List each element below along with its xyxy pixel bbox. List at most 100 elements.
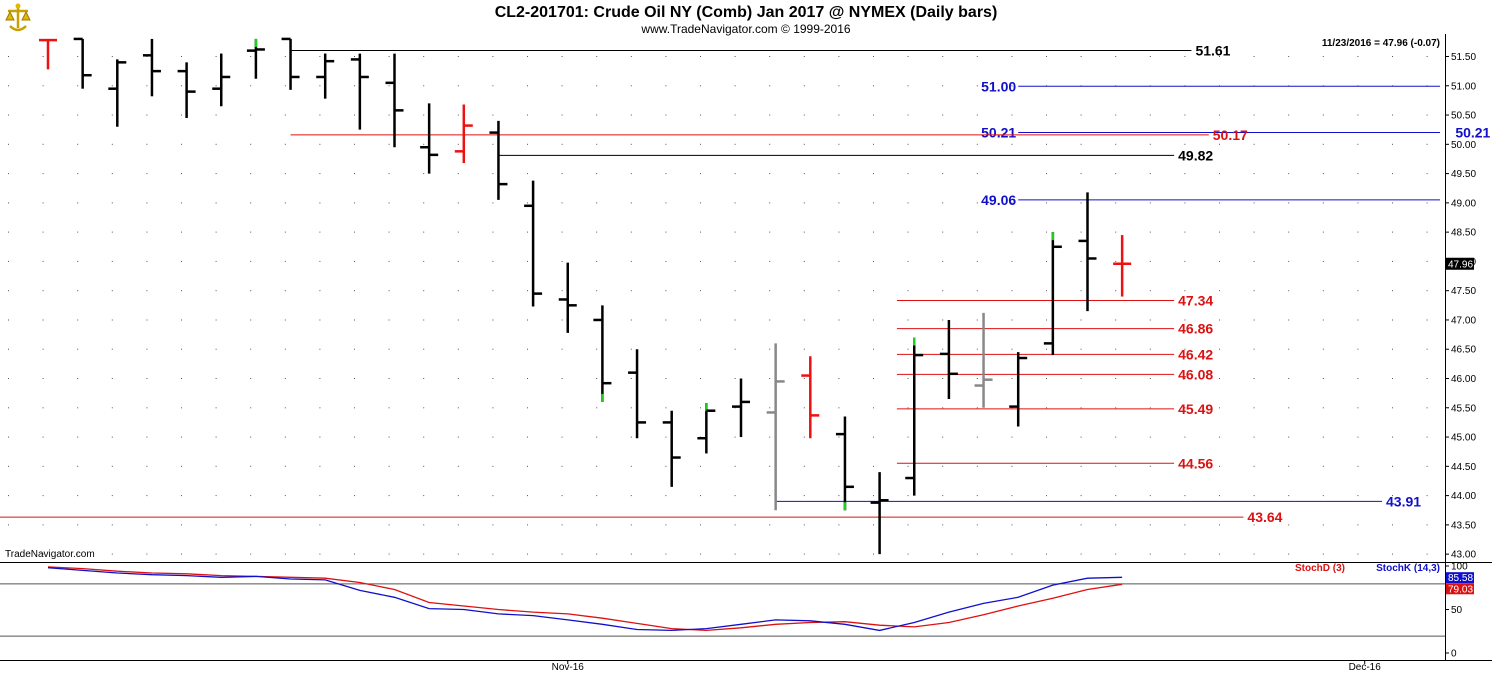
grid-dot (1253, 231, 1255, 233)
grid-dot (42, 143, 44, 145)
grid-dot (388, 290, 390, 292)
grid-dot (457, 319, 459, 321)
grid-dot (42, 348, 44, 350)
stoch-d-badge-bg (1446, 583, 1474, 595)
grid-dot (1253, 202, 1255, 204)
grid-dot (1184, 202, 1186, 204)
grid-dot (284, 173, 286, 175)
grid-dot (77, 436, 79, 438)
grid-dot (561, 465, 563, 467)
grid-dot (1046, 143, 1047, 145)
grid-dot (1357, 436, 1359, 438)
ohlc-bar (593, 305, 612, 402)
grid-dot (1011, 319, 1013, 321)
level-label: 46.42 (1178, 346, 1213, 362)
grid-dot (181, 143, 182, 145)
grid-dot (250, 143, 252, 145)
grid-dot (8, 319, 9, 321)
grid-dot (527, 495, 528, 497)
grid-dot (1288, 319, 1290, 321)
grid-dot (596, 348, 598, 350)
price-axis: 51.5051.0050.5050.0049.5049.0048.5048.00… (567, 52, 1476, 664)
grid-dot (250, 290, 252, 292)
grid-dot (1184, 231, 1186, 233)
grid-dot (838, 56, 840, 57)
ohlc-bar (524, 180, 543, 307)
grid-dot (1011, 348, 1013, 350)
grid-dot (596, 202, 598, 204)
grid-dot (215, 114, 217, 116)
grid-dot (1149, 378, 1151, 379)
grid-dot (527, 114, 528, 116)
ohlc-bar (350, 53, 369, 130)
grid-dot (803, 378, 805, 379)
grid-dot (1288, 524, 1290, 526)
grid-dot (734, 524, 736, 526)
grid-dot (319, 290, 321, 292)
ohlc-bar (974, 312, 993, 408)
grid-dot (873, 231, 874, 233)
grid-dot (561, 524, 563, 526)
grid-dot (215, 260, 217, 262)
grid-dot (561, 319, 563, 321)
grid-dot (976, 231, 978, 233)
grid-dot (1184, 465, 1186, 467)
grid-dot (215, 173, 217, 175)
grid-dot (1357, 202, 1359, 204)
grid-dot (665, 290, 667, 292)
grid-dot (942, 114, 944, 116)
grid-dot (457, 143, 459, 145)
grid-dot (388, 56, 390, 57)
grid-dot (734, 319, 736, 321)
grid-dot (77, 319, 79, 321)
ohlc-bar (662, 410, 681, 487)
grid-dot (250, 465, 252, 467)
grid-dot (1322, 378, 1324, 379)
grid-dot (838, 173, 840, 175)
grid-dot (1149, 407, 1151, 409)
grid-dot (873, 495, 874, 497)
grid-dot (284, 231, 286, 233)
grid-dot (8, 553, 9, 555)
grid-dot (215, 378, 217, 379)
ohlc-bar (905, 337, 924, 496)
grid-dot (181, 348, 182, 350)
grid-dot (1046, 524, 1047, 526)
grid-dot (457, 290, 459, 292)
level-label: 51.00 (981, 78, 1016, 94)
grid-dot (1288, 143, 1290, 145)
grid-dot (423, 436, 425, 438)
grid-dot (1219, 290, 1220, 292)
grid-dot (1426, 290, 1428, 292)
y-tick-label: 45.00 (1451, 433, 1476, 444)
ohlc-bar (558, 262, 577, 333)
grid-dot (873, 202, 874, 204)
grid-dot (1426, 143, 1428, 145)
grid-dot (1149, 465, 1151, 467)
grid-dot (457, 378, 459, 379)
grid-dot (527, 260, 528, 262)
grid-dot (1357, 378, 1359, 379)
grid-dot (1392, 290, 1393, 292)
grid-dot (215, 202, 217, 204)
grid-dot (146, 231, 148, 233)
grid-dot (77, 465, 79, 467)
grid-dot (596, 407, 598, 409)
grid-dot (1219, 143, 1220, 145)
grid-dot (1322, 56, 1324, 57)
grid-dot (1426, 407, 1428, 409)
grid-dot (630, 290, 632, 292)
grid-dot (630, 85, 632, 87)
grid-dot (250, 378, 252, 379)
grid-dot (319, 231, 321, 233)
grid-dot (630, 348, 632, 350)
grid-dot (181, 378, 182, 379)
grid-dot (319, 465, 321, 467)
grid-dot (423, 260, 425, 262)
grid-dot (976, 290, 978, 292)
grid-dot (803, 173, 805, 175)
grid-dot (1357, 524, 1359, 526)
grid-dot (111, 202, 113, 204)
grid-dot (146, 436, 148, 438)
grid-dot (630, 231, 632, 233)
